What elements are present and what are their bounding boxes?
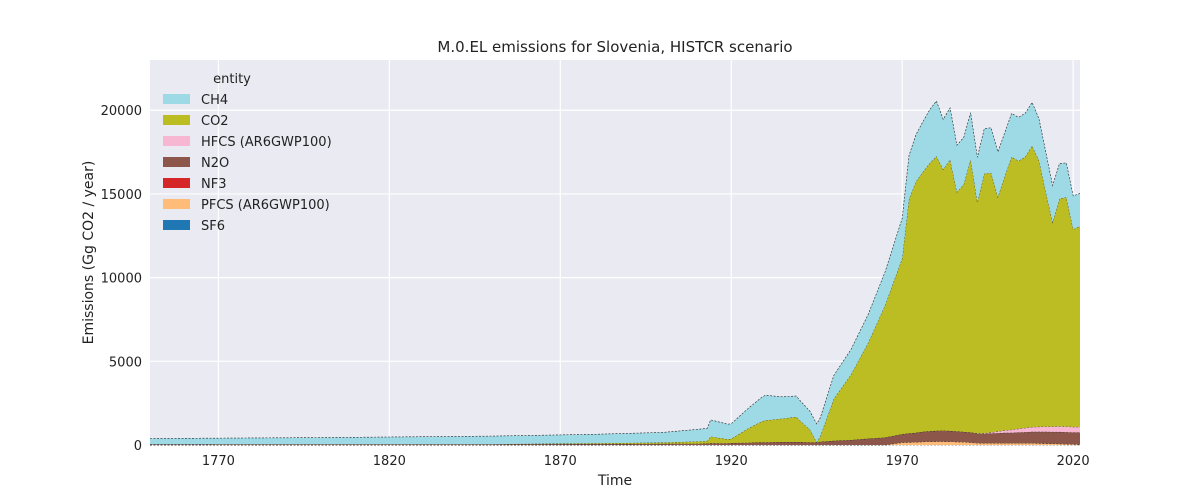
legend-label: NF3 xyxy=(201,177,226,192)
legend-item: CO2 xyxy=(163,114,229,129)
legend-swatch xyxy=(163,94,190,104)
legend-items: CH4 CO2 HFCS (AR6GWP100) N2O NF3 PFCS (AR6GWP… xyxy=(163,93,332,234)
axis-ticks: 1770 1820 1870 1920 1970 2020 0 5000 10000 15000 2… xyxy=(101,104,1090,469)
x-tick-label: 1770 xyxy=(202,454,235,469)
legend-swatch xyxy=(163,136,190,146)
area-ch4 xyxy=(150,101,1080,445)
legend-label: HFCS (AR6GWP100) xyxy=(201,135,332,150)
y-tick-label: 5000 xyxy=(109,355,142,370)
y-tick-label: 20000 xyxy=(101,104,142,119)
legend-label: PFCS (AR6GWP100) xyxy=(201,198,330,213)
legend-item: N2O xyxy=(163,156,229,171)
x-tick-label: 1970 xyxy=(886,454,919,469)
legend-item: SF6 xyxy=(163,219,225,234)
y-tick-label: 0 xyxy=(134,439,142,454)
legend: entity CH4 CO2 HFCS (AR6GWP100) N2O NF3 PFCS … xyxy=(163,72,332,234)
legend-swatch xyxy=(163,115,190,125)
area-n2o xyxy=(150,430,1080,445)
legend-item: HFCS (AR6GWP100) xyxy=(163,135,332,150)
boundary-ch4 xyxy=(149,100,1081,439)
x-axis-title: Time xyxy=(597,473,632,489)
legend-swatch xyxy=(163,157,190,167)
legend-label: SF6 xyxy=(201,219,225,234)
legend-item: NF3 xyxy=(163,177,226,192)
legend-label: CO2 xyxy=(201,114,229,129)
legend-swatch xyxy=(163,178,190,188)
chart-title: M.0.EL emissions for Slovenia, HISTCR sc… xyxy=(437,38,792,56)
y-axis-title: Emissions (Gg CO2 / year) xyxy=(81,161,97,345)
legend-swatch xyxy=(163,220,190,230)
area-co2 xyxy=(150,145,1080,445)
stacked-areas xyxy=(149,100,1081,446)
x-tick-label: 2020 xyxy=(1057,454,1090,469)
legend-label: CH4 xyxy=(201,93,228,108)
x-tick-label: 1920 xyxy=(715,454,748,469)
legend-item: CH4 xyxy=(163,93,228,108)
area-pfcs-ar6gwp100 xyxy=(150,441,1080,445)
legend-swatch xyxy=(163,199,190,209)
x-tick-label: 1820 xyxy=(373,454,406,469)
y-tick-label: 15000 xyxy=(101,188,142,203)
legend-item: PFCS (AR6GWP100) xyxy=(163,198,330,213)
legend-title: entity xyxy=(213,72,251,87)
y-tick-label: 10000 xyxy=(101,272,142,287)
x-tick-label: 1870 xyxy=(544,454,577,469)
legend-label: N2O xyxy=(201,156,229,171)
